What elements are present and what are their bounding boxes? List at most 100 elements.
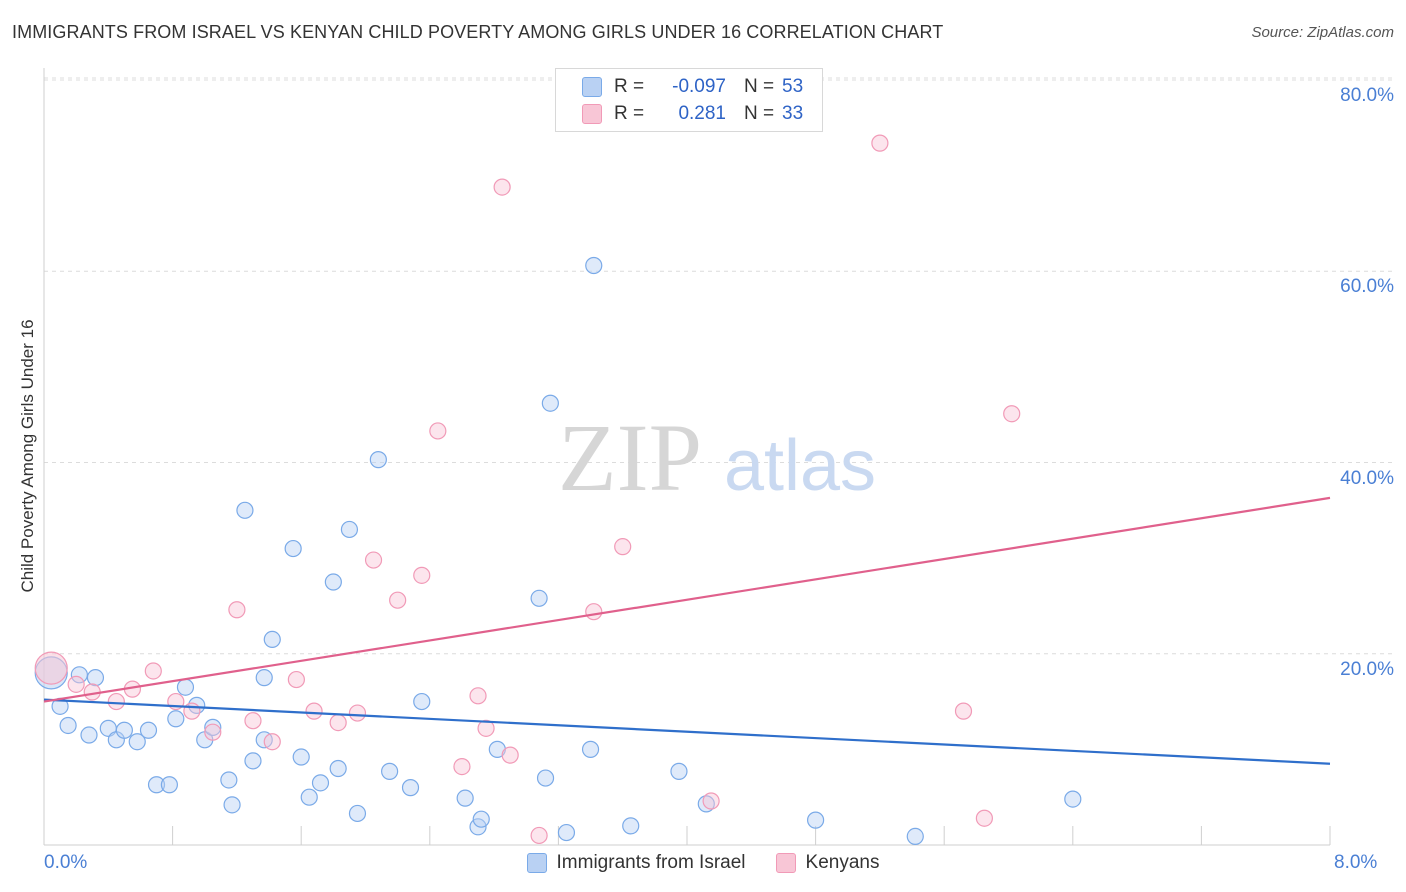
point-israel (670, 762, 688, 780)
point-israel (255, 669, 273, 687)
point-israel (472, 810, 490, 828)
point-israel (59, 716, 77, 735)
legend-swatch-kenyans (775, 853, 796, 873)
series-legend: Immigrants from Israel Kenyans (0, 852, 1406, 874)
point-kenyans (871, 134, 889, 152)
point-kenyans (413, 566, 431, 584)
point-israel (311, 774, 330, 792)
point-kenyans (287, 670, 305, 689)
point-israel (697, 795, 715, 813)
point-israel (329, 759, 347, 778)
legend-r-value-israel: -0.097 (672, 76, 726, 97)
gridlines (44, 77, 1392, 655)
series-kenyans-points (34, 134, 1021, 845)
point-kenyans (702, 792, 720, 810)
x-tick-max: 8.0% (1334, 852, 1378, 873)
legend-row-kenyans: R = 0.281 N = 33 (582, 101, 803, 127)
point-israel (536, 769, 555, 787)
point-israel (401, 779, 420, 797)
y-tick-label: 40.0% (1340, 467, 1394, 489)
legend-row-israel: R = -0.097 N = 53 (582, 74, 803, 100)
point-israel (300, 788, 318, 806)
legend-n-label: N = (744, 76, 775, 97)
point-israel (456, 789, 474, 807)
legend-swatch-israel (582, 77, 602, 97)
point-kenyans (429, 422, 447, 440)
legend-r-label: R = (614, 76, 645, 97)
chart-title: IMMIGRANTS FROM ISRAEL VS KENYAN CHILD P… (12, 22, 944, 42)
point-israel (115, 721, 133, 739)
point-israel (167, 710, 185, 728)
point-israel (139, 721, 158, 739)
watermark-atlas: atlas (724, 426, 876, 506)
legend-r-label: R = (614, 103, 645, 124)
point-israel (86, 669, 105, 687)
point-israel (263, 630, 281, 649)
axes (43, 68, 1331, 846)
point-israel (581, 740, 600, 758)
series-israel-points (34, 256, 1082, 845)
point-israel (530, 589, 548, 607)
point-kenyans (107, 692, 125, 711)
watermark-zip: ZIP (558, 404, 702, 511)
point-kenyans (228, 601, 246, 619)
point-kenyans (975, 809, 993, 827)
point-kenyans (493, 178, 511, 196)
point-israel (128, 733, 146, 751)
point-israel (324, 573, 342, 591)
point-israel (284, 539, 302, 558)
point-kenyans (1003, 405, 1021, 423)
trend-lines (43, 496, 1331, 765)
point-israel (585, 256, 603, 275)
point-israel (369, 451, 387, 469)
x-tick-min: 0.0% (44, 852, 88, 873)
point-israel (906, 827, 924, 845)
point-kenyans (204, 723, 222, 741)
point-israel (204, 718, 222, 736)
legend-swatch-kenyans (582, 104, 602, 124)
y-tick-label: 60.0% (1340, 276, 1394, 298)
point-kenyans (954, 702, 973, 720)
point-israel (622, 817, 640, 835)
legend-label-israel: Immigrants from Israel (556, 852, 746, 873)
point-kenyans (389, 591, 407, 609)
legend-label-kenyans: Kenyans (805, 852, 880, 873)
point-israel (236, 501, 254, 519)
point-israel (381, 762, 399, 780)
point-kenyans (364, 551, 383, 569)
point-kenyans (305, 702, 323, 720)
legend-item-kenyans[interactable]: Kenyans (775, 852, 880, 874)
point-kenyans (34, 651, 68, 685)
point-israel (80, 726, 98, 744)
legend-swatch-israel (526, 853, 547, 873)
legend-n-label: N = (744, 103, 775, 124)
point-kenyans (263, 733, 281, 751)
point-israel (147, 776, 166, 794)
point-kenyans (183, 702, 201, 720)
point-israel (160, 776, 178, 794)
source-label: Source: ZipAtlas.com (1251, 24, 1394, 41)
point-israel (806, 811, 825, 829)
legend-n-value-israel: 53 (782, 76, 804, 97)
point-israel (413, 692, 431, 711)
legend-item-israel[interactable]: Immigrants from Israel (526, 852, 746, 874)
point-kenyans (244, 712, 262, 730)
point-kenyans (501, 746, 519, 764)
y-tick-label: 20.0% (1340, 658, 1394, 680)
trend-line-israel (43, 698, 1331, 765)
point-kenyans (585, 603, 603, 621)
point-kenyans (329, 713, 347, 732)
point-kenyans (477, 719, 495, 737)
correlation-legend: R = -0.097 N = 53 R = 0.281 N = 33 (555, 68, 823, 132)
point-israel (244, 752, 262, 770)
point-israel (220, 771, 238, 789)
point-israel (340, 520, 359, 539)
trend-line-kenyans (43, 496, 1331, 703)
point-kenyans (530, 826, 548, 845)
point-israel (541, 394, 559, 412)
point-kenyans (469, 687, 487, 705)
point-kenyans (144, 662, 162, 680)
point-israel (176, 678, 195, 696)
legend-n-value-kenyans: 33 (782, 103, 804, 124)
